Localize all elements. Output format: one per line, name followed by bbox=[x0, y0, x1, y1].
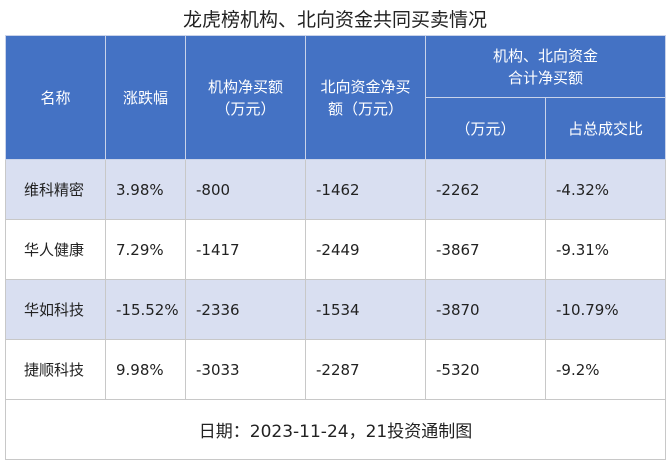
table-cell: -2262 bbox=[425, 159, 546, 220]
header-cell: 占总成交比 bbox=[544, 97, 667, 160]
footer-row: 日期：2023-11-24，21投资通制图 bbox=[4, 399, 667, 460]
table-row: 维科精密 3.98% -800 -1462 -2262 -4.32% bbox=[5, 159, 667, 220]
table-cell: -1534 bbox=[305, 279, 426, 340]
header-cell: 北向资金净买 额（万元） bbox=[305, 35, 426, 160]
table-cell: -3033 bbox=[185, 339, 306, 400]
table-cell: 9.98% bbox=[105, 339, 186, 400]
table-row: 华人健康 7.29% -1417 -2449 -3867 -9.31% bbox=[5, 219, 667, 280]
table-cell: 维科精密 bbox=[5, 159, 106, 220]
header-cell: 名称 bbox=[5, 35, 106, 160]
table-cell: -1462 bbox=[305, 159, 426, 220]
table-cell: 捷顺科技 bbox=[5, 339, 106, 400]
footer: 日期：2023-11-24，21投资通制图 bbox=[4, 399, 667, 460]
table-row: 华如科技 -15.52% -2336 -1534 -3870 -10.79% bbox=[5, 279, 667, 340]
table-cell: 华人健康 bbox=[5, 219, 106, 280]
table-cell: 3.98% bbox=[105, 159, 186, 220]
table-cell: 7.29% bbox=[105, 219, 186, 280]
table-cell: -3867 bbox=[425, 219, 546, 280]
table-cell: -2287 bbox=[305, 339, 426, 400]
table: 名称 涨跌幅 机构净买额 （万元） 北向资金净买 额（万元） 机构、北向资金 合… bbox=[4, 35, 667, 460]
table-cell: -5320 bbox=[425, 339, 546, 400]
table-cell: -15.52% bbox=[105, 279, 186, 340]
table-cell: -2449 bbox=[305, 219, 426, 280]
table-cell: -10.79% bbox=[544, 279, 667, 340]
header-cell: 涨跌幅 bbox=[105, 35, 186, 160]
table-body: 维科精密 3.98% -800 -1462 -2262 -4.32% 华人健康 7.29% -1… bbox=[4, 159, 667, 460]
title: 龙虎榜机构、北向资金共同买卖情况 bbox=[182, 9, 487, 31]
table-cell: -4.32% bbox=[544, 159, 667, 220]
table-cell: -9.2% bbox=[544, 339, 667, 400]
table-cell: -800 bbox=[185, 159, 306, 220]
header-cell: 机构净买额 （万元） bbox=[185, 35, 306, 160]
table-cell: -3870 bbox=[425, 279, 546, 340]
table-cell: -1417 bbox=[185, 219, 306, 280]
header-cell: 机构、北向资金 合计净买额 bbox=[424, 35, 667, 98]
table-cell: -2336 bbox=[185, 279, 306, 340]
header-cell: （万元） bbox=[425, 97, 546, 160]
table-cell: 华如科技 bbox=[5, 279, 106, 340]
table-cell: -9.31% bbox=[544, 219, 667, 280]
table-row: 捷顺科技 9.98% -3033 -2287 -5320 -9.2% bbox=[5, 339, 667, 400]
